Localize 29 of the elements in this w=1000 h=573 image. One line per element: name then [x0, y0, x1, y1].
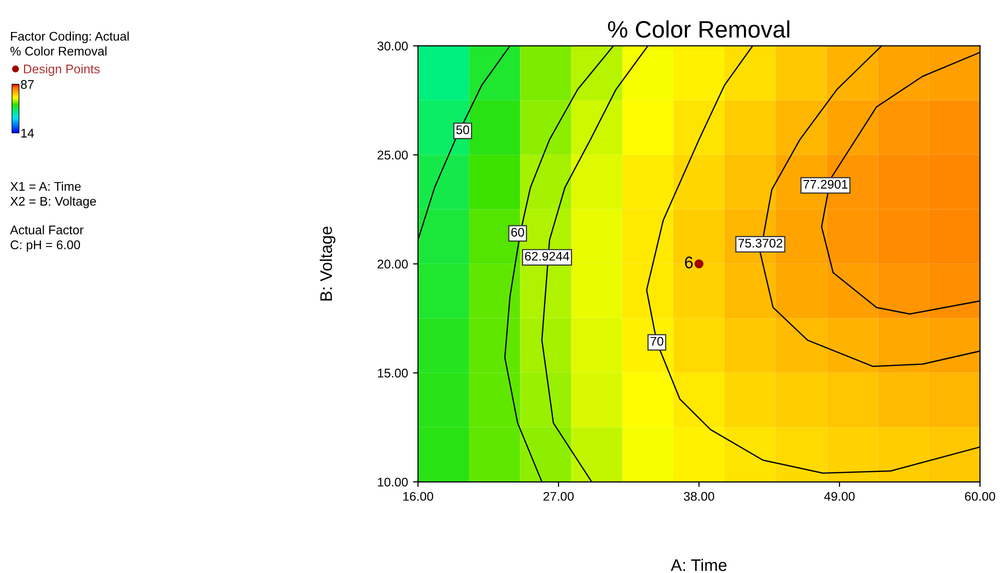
y-tick-label: 15.00 [378, 368, 408, 378]
x-tick-label: 60.00 [964, 492, 996, 501]
text: Actual Factor [10, 225, 84, 234]
x-tick-label: 49.00 [824, 492, 855, 501]
text: C: pH = 6.00 [10, 240, 80, 252]
text: Factor Coding: Actual [11, 32, 129, 44]
annotation: 75.3702 [738, 238, 782, 248]
x-tick-label: 16.00 [403, 492, 434, 501]
y-tick-label: 20.00 [378, 260, 408, 269]
x-tick-label: 27.00 [543, 492, 574, 501]
y-tick-label: 25.00 [378, 150, 408, 160]
text: X1 = A: Time [10, 182, 81, 191]
annotation: 62.9244 [525, 252, 570, 261]
x-axis-title: A: Time [670, 558, 727, 572]
text: X2 = B: Voltage [10, 196, 96, 208]
color-bar-title: % Color Removal [10, 46, 106, 56]
annotation: 70 [650, 336, 664, 346]
annotation: 60 [511, 228, 524, 237]
y-axis-title: B: Voltage [320, 226, 336, 300]
chart-title: % Color Removal [608, 20, 790, 38]
y-tick-label: 10.00 [378, 478, 408, 487]
color-bar-label: 14 [21, 128, 34, 138]
annotation: 50 [456, 125, 470, 134]
legend-label: Design Points [24, 64, 100, 76]
annotation: 6 [685, 256, 693, 268]
x-tick-label: 38.00 [684, 492, 714, 501]
color-bar-label: 87 [20, 80, 34, 89]
annotation: 77.2901 [804, 180, 848, 189]
y-tick-label: 30.00 [377, 42, 408, 50]
